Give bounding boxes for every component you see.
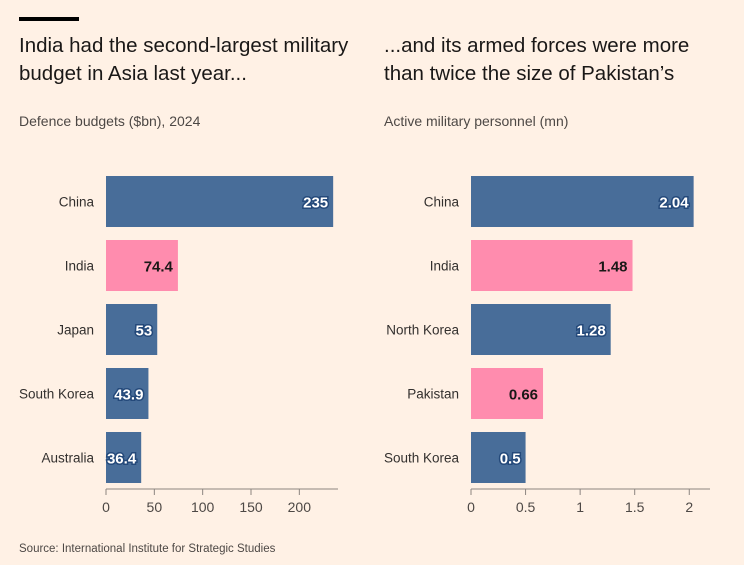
category-label: Japan	[57, 323, 94, 338]
bar	[471, 240, 633, 291]
category-label: South Korea	[19, 387, 95, 402]
right-chart-subtitle: Active military personnel (mn)	[384, 113, 569, 129]
category-label: China	[59, 195, 95, 210]
data-label: 1.48	[598, 259, 627, 276]
left-chart-title: India had the second-largest military bu…	[19, 34, 349, 85]
data-label: 2.04	[659, 195, 689, 212]
bar	[106, 368, 149, 419]
x-tick-label: 200	[288, 499, 312, 515]
bar	[106, 432, 142, 483]
data-label: 235	[303, 195, 328, 212]
category-label: South Korea	[384, 451, 460, 466]
category-label: North Korea	[386, 323, 459, 338]
category-label: Pakistan	[407, 387, 459, 402]
bar	[471, 176, 694, 227]
bar	[106, 176, 334, 227]
x-tick-label: 2	[685, 499, 693, 515]
x-tick-label: 0.5	[516, 499, 536, 515]
category-label: Australia	[41, 451, 94, 466]
data-label: 74.4	[144, 259, 174, 276]
x-tick-label: 1	[576, 499, 584, 515]
x-tick-label: 50	[147, 499, 163, 515]
data-label: 0.5	[500, 451, 521, 468]
bar	[106, 304, 158, 355]
right-chart-title: ...and its armed forces were more than t…	[384, 34, 690, 85]
bar	[471, 432, 526, 483]
category-label: China	[424, 195, 460, 210]
category-label: India	[65, 259, 95, 274]
category-label: India	[430, 259, 460, 274]
source-note: Source: International Institute for Stra…	[19, 543, 276, 555]
bar	[106, 240, 178, 291]
left-chart-subtitle: Defence budgets ($bn), 2024	[19, 113, 201, 129]
x-tick-label: 100	[191, 499, 215, 515]
header-rule	[19, 17, 79, 21]
data-label: 43.9	[114, 387, 143, 404]
bar	[471, 368, 544, 419]
data-label: 1.28	[576, 323, 605, 340]
bar	[471, 304, 611, 355]
x-tick-label: 150	[239, 499, 263, 515]
data-label: 36.4	[107, 451, 137, 468]
data-label: 53	[136, 323, 153, 340]
x-tick-label: 0	[467, 499, 475, 515]
x-tick-label: 0	[102, 499, 110, 515]
data-label: 0.66	[509, 387, 538, 404]
x-tick-label: 1.5	[625, 499, 645, 515]
